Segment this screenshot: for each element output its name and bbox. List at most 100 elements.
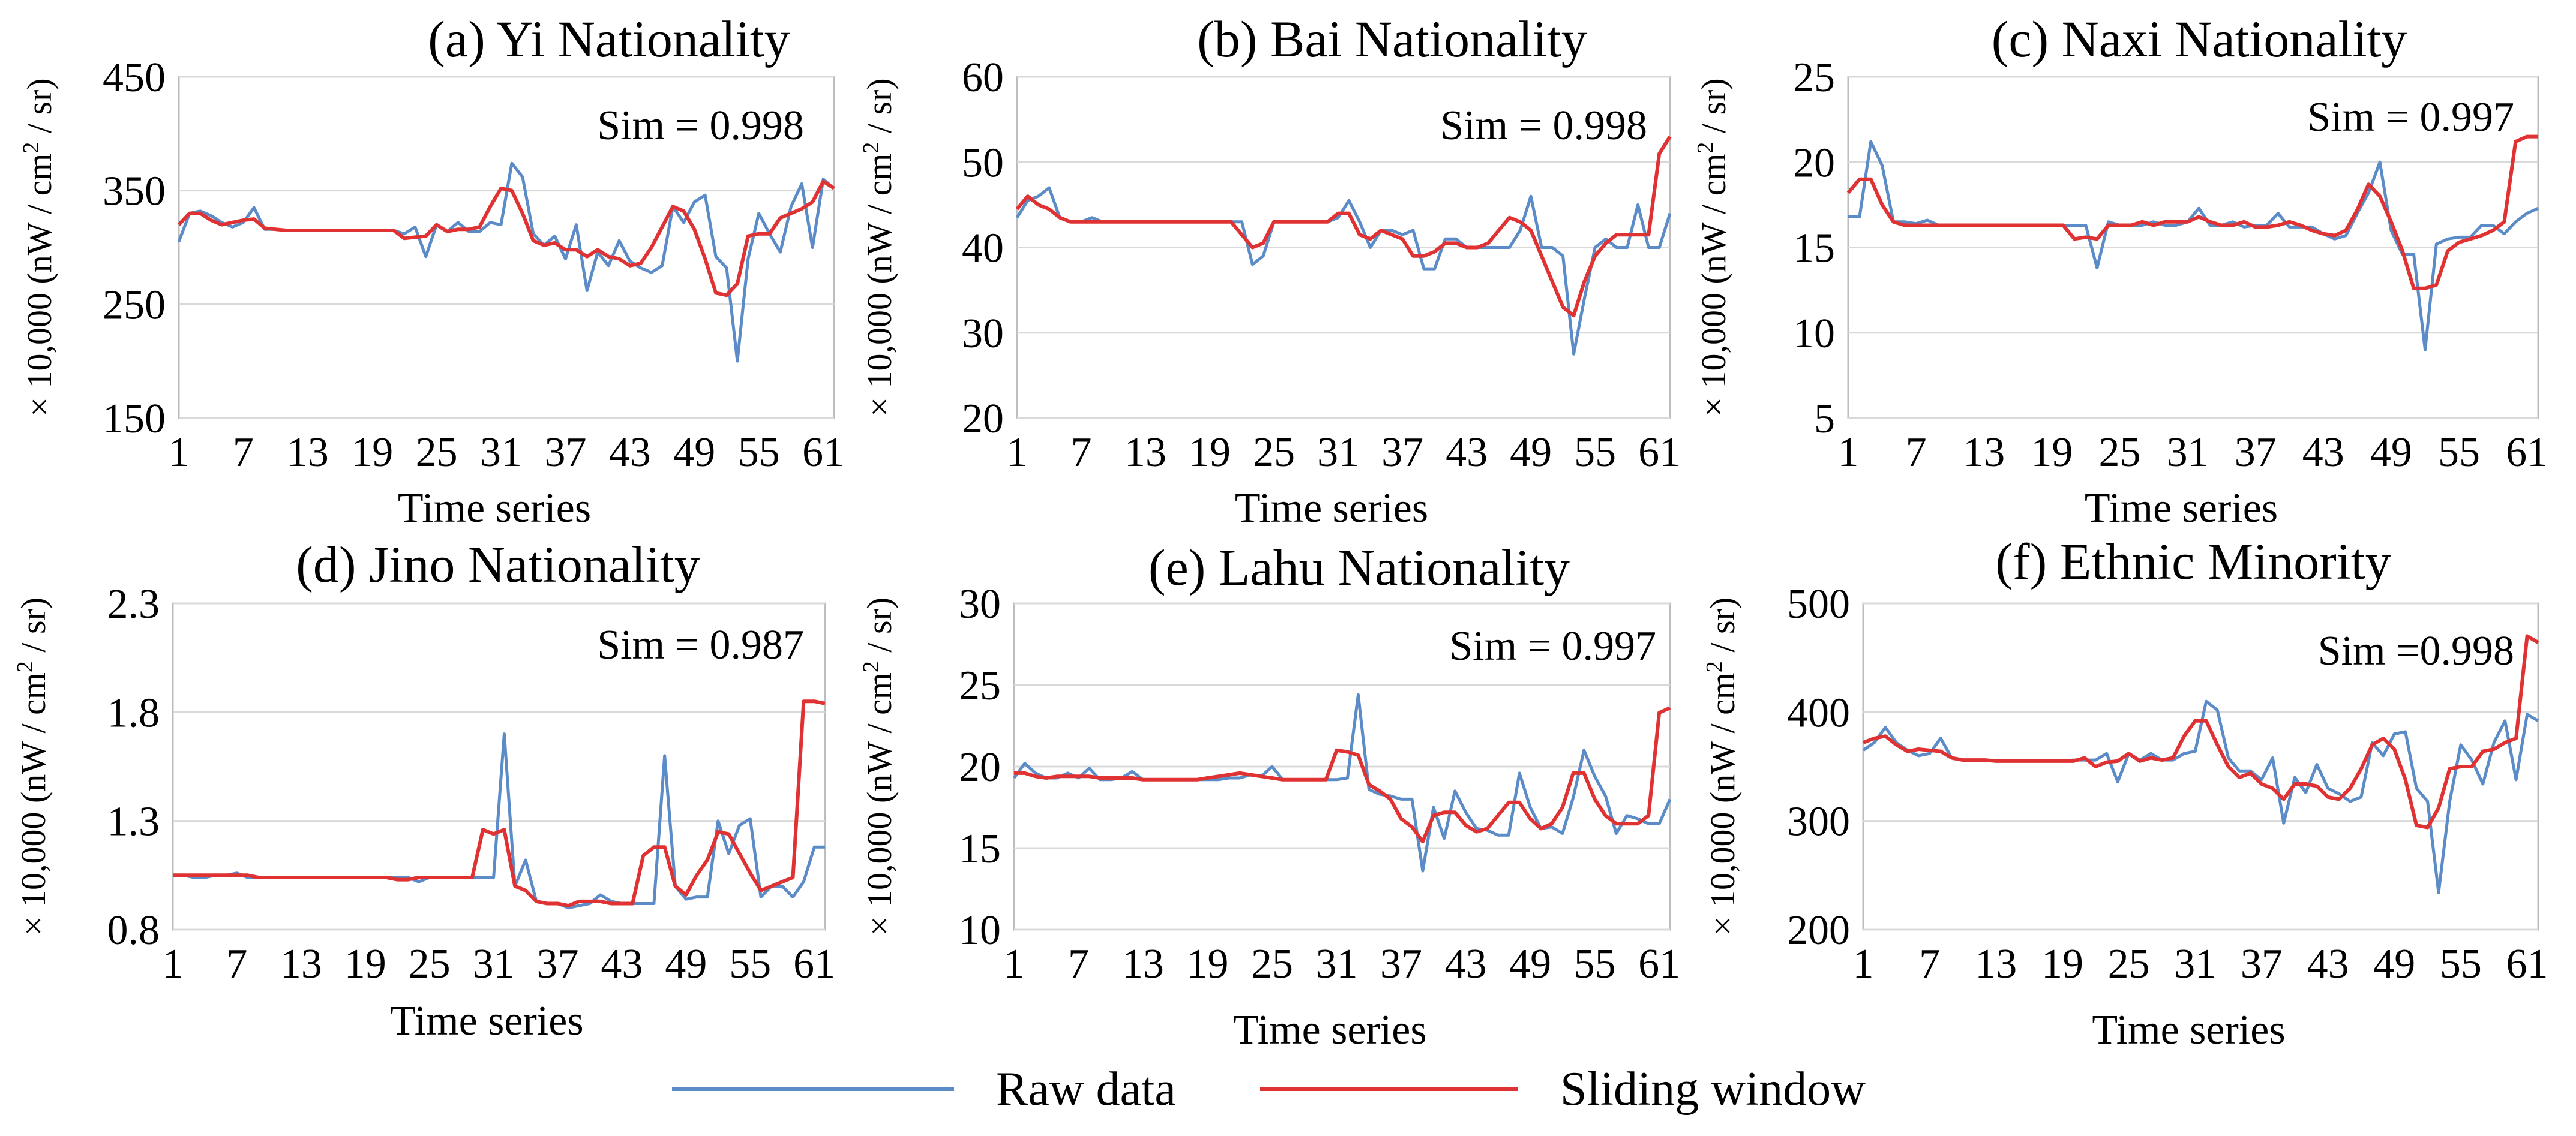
y-tick-label: 500 (1787, 581, 1850, 627)
chart-title: (b) Bai Nationality (1197, 10, 1587, 68)
x-tick-label: 19 (1187, 941, 1229, 987)
y-tick-label: 1.3 (107, 799, 160, 845)
chart-panel-6: 200 300 400 500 1 7 13 19 25 31 37 43 49 55 61 (f) Ethn… (1702, 533, 2548, 1053)
y-axis-label: × 10,000 (nW / cm2 / sr) (19, 78, 59, 417)
x-tick-label: 7 (233, 429, 254, 476)
y-tick-label: 250 (103, 282, 166, 328)
x-tick-label: 19 (2031, 429, 2073, 476)
similarity-annotation: Sim =0.998 (2318, 628, 2514, 674)
x-tick-label: 31 (1316, 941, 1358, 987)
chart-panel-2: 20 30 40 50 60 1 7 13 19 25 31 37 43 49 55 61 (b) Bai Na… (859, 10, 1680, 531)
x-tick-label: 55 (729, 941, 771, 987)
x-tick-label: 1 (169, 429, 190, 476)
x-tick-label: 55 (1574, 429, 1616, 476)
chart-panel-1: 150 250 350 450 1 7 13 19 25 31 37 43 49 55 61 (a) Yi N… (19, 10, 844, 531)
y-axis-label: × 10,000 (nW / cm2 / sr) (13, 597, 53, 936)
x-tick-label: 49 (1509, 941, 1551, 987)
series-line-raw-data (1862, 699, 2539, 894)
x-tick-label: 55 (1574, 941, 1616, 987)
x-tick-label: 19 (2041, 941, 2083, 987)
x-tick-label: 13 (287, 429, 329, 476)
x-tick-label: 25 (1251, 941, 1293, 987)
x-axis-label: Time series (1233, 1007, 1426, 1053)
y-tick-label: 10 (1793, 311, 1835, 357)
x-tick-label: 1 (1838, 429, 1859, 476)
x-tick-label: 13 (1124, 429, 1166, 476)
chart-panel-3: 5 10 15 20 25 1 7 13 19 25 31 37 43 49 55 61 (c) Naxi Na… (1693, 10, 2548, 531)
x-tick-label: 43 (2307, 941, 2349, 987)
x-tick-label: 13 (1122, 941, 1164, 987)
x-tick-label: 31 (2174, 941, 2216, 987)
x-tick-label: 31 (2167, 429, 2209, 476)
y-tick-label: 350 (103, 169, 166, 215)
x-tick-label: 37 (2241, 941, 2283, 987)
y-tick-label: 25 (1793, 55, 1835, 101)
x-tick-label: 1 (1007, 429, 1028, 476)
x-tick-label: 43 (2302, 429, 2344, 476)
x-tick-label: 37 (544, 429, 586, 476)
x-tick-label: 61 (793, 941, 835, 987)
y-tick-label: 2.3 (107, 581, 160, 627)
x-tick-label: 49 (2373, 941, 2415, 987)
x-tick-label: 31 (1317, 429, 1359, 476)
x-tick-label: 19 (351, 429, 393, 476)
chart-panel-5: 10 15 20 25 30 1 7 13 19 25 31 37 43 49 55 61 (e) Lahu N… (859, 539, 1680, 1053)
y-tick-label: 20 (959, 744, 1001, 791)
chart-panel-4: 0.8 1.3 1.8 2.3 1 7 13 19 25 31 37 43 49 55 61 (d) Jino… (13, 536, 835, 1044)
x-tick-label: 13 (1963, 429, 2005, 476)
y-axis-label: × 10,000 (nW / cm2 / sr) (859, 597, 899, 936)
x-tick-label: 31 (473, 941, 515, 987)
x-axis-label: Time series (390, 998, 583, 1044)
similarity-annotation: Sim = 0.997 (1449, 623, 1656, 669)
y-tick-label: 150 (103, 396, 166, 442)
x-tick-label: 37 (537, 941, 579, 987)
legend-label-raw-data: Raw data (996, 1063, 1176, 1116)
y-axis-label: × 10,000 (nW / cm2 / sr) (859, 78, 899, 417)
x-tick-label: 13 (1975, 941, 2017, 987)
series-line-raw-data (1848, 140, 2539, 351)
x-tick-label: 37 (1380, 941, 1422, 987)
x-tick-label: 7 (1919, 941, 1940, 987)
x-tick-label: 43 (609, 429, 651, 476)
x-tick-label: 49 (2370, 429, 2412, 476)
chart-title: (f) Ethnic Minority (1995, 533, 2391, 590)
series-line-sliding-window (1015, 136, 1672, 318)
x-tick-label: 19 (1189, 429, 1231, 476)
x-tick-label: 1 (163, 941, 184, 987)
x-tick-label: 49 (1510, 429, 1552, 476)
legend-label-sliding-window: Sliding window (1560, 1063, 1866, 1116)
x-tick-label: 25 (2108, 941, 2150, 987)
y-tick-label: 5 (1814, 396, 1835, 442)
legend: Raw data Sliding window (672, 1063, 1866, 1116)
x-tick-label: 55 (738, 429, 780, 476)
x-tick-label: 61 (2506, 429, 2548, 476)
y-tick-label: 20 (1793, 140, 1835, 186)
series-line-sliding-window (173, 699, 826, 908)
series-line-raw-data (177, 161, 835, 363)
x-tick-label: 1 (1004, 941, 1025, 987)
x-tick-label: 43 (601, 941, 643, 987)
x-tick-label: 49 (665, 941, 707, 987)
series-line-sliding-window (1862, 634, 2539, 830)
x-tick-label: 7 (226, 941, 247, 987)
x-tick-label: 25 (1253, 429, 1295, 476)
y-tick-label: 10 (959, 907, 1001, 954)
x-tick-label: 61 (802, 429, 844, 476)
x-tick-label: 61 (1638, 429, 1680, 476)
y-tick-label: 400 (1787, 690, 1850, 736)
x-tick-label: 25 (409, 941, 451, 987)
y-tick-label: 15 (1793, 226, 1835, 272)
series-line-sliding-window (177, 179, 835, 297)
x-tick-label: 55 (2438, 429, 2480, 476)
x-tick-label: 43 (1446, 429, 1488, 476)
x-axis-label: Time series (2085, 485, 2278, 531)
y-axis-label: × 10,000 (nW / cm2 / sr) (1693, 78, 1733, 417)
y-tick-label: 1.8 (107, 690, 160, 736)
y-tick-label: 200 (1787, 907, 1850, 954)
x-tick-label: 61 (2506, 941, 2548, 987)
x-tick-label: 7 (1906, 429, 1927, 476)
y-tick-label: 450 (103, 55, 166, 101)
series-line-sliding-window (1014, 706, 1671, 844)
x-tick-label: 55 (2440, 941, 2482, 987)
